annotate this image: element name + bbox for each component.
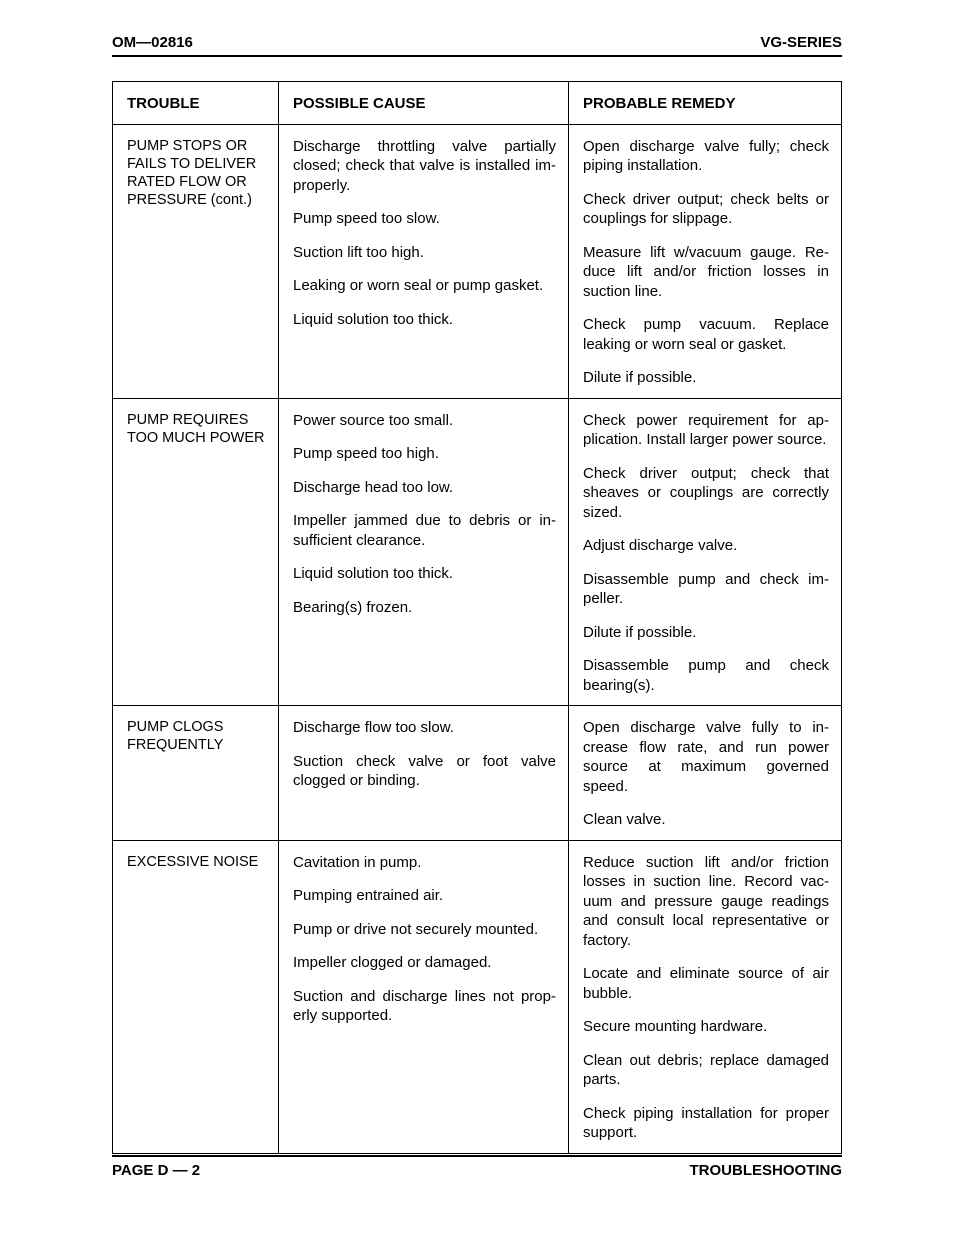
- trouble-cell: PUMP CLOGS FREQUENTLY: [113, 706, 279, 840]
- trouble-cell: PUMP STOPS OR FAILS TO DELIVER RATED FLO…: [113, 125, 279, 398]
- remedy-text: Secure mounting hardware.: [583, 1017, 829, 1037]
- remedy-text: Clean valve.: [583, 810, 829, 830]
- cause-text: Pumping entrained air.: [293, 886, 556, 906]
- remedy-text: Clean out debris; replace dam­aged parts…: [583, 1051, 829, 1090]
- cause-text: Liquid solution too thick.: [293, 310, 556, 330]
- cause-text: Pump speed too slow.: [293, 209, 556, 229]
- remedy-text: Check driver output; check belts or coup…: [583, 190, 829, 229]
- troubleshooting-table: TROUBLE POSSIBLE CAUSE PROBABLE REMEDY P…: [112, 81, 842, 1154]
- trouble-cell: EXCESSIVE NOISE: [113, 841, 279, 1153]
- remedy-text: Open discharge valve fully to in­crease …: [583, 718, 829, 796]
- cause-cell: Power source too small. Pump speed too hi…: [279, 399, 569, 706]
- cause-text: Liquid solution too thick.: [293, 564, 556, 584]
- remedy-cell: Open discharge valve fully to in­crease …: [569, 706, 841, 840]
- header-left: OM—02816: [112, 34, 193, 51]
- page-header: OM—02816 VG-SERIES: [112, 34, 842, 55]
- footer-right: TROUBLESHOOTING: [690, 1162, 843, 1179]
- remedy-text: Check power requirement for ap­plication…: [583, 411, 829, 450]
- remedy-text: Disassemble pump and check bearing(s).: [583, 656, 829, 695]
- table-section: PUMP CLOGS FREQUENTLYDischarge flow too …: [113, 706, 841, 841]
- cause-text: Impeller clogged or damaged.: [293, 953, 556, 973]
- remedy-text: Check pump vacuum. Replace leaking or wo…: [583, 315, 829, 354]
- page-footer: PAGE D — 2 TROUBLESHOOTING: [112, 1156, 842, 1179]
- remedy-text: Dilute if possible.: [583, 623, 829, 643]
- cause-cell: Discharge throttling valve partially clo…: [279, 125, 569, 398]
- table-section: PUMP STOPS OR FAILS TO DELIVER RATED FLO…: [113, 125, 841, 399]
- col-header-trouble: TROUBLE: [113, 82, 279, 125]
- table-section: EXCESSIVE NOISE Cavitation in pump. Pumpin…: [113, 841, 841, 1153]
- remedy-text: Reduce suction lift and/or friction loss…: [583, 853, 829, 951]
- remedy-text: Dilute if possible.: [583, 368, 829, 388]
- cause-text: Cavitation in pump.: [293, 853, 556, 873]
- page: OM—02816 VG-SERIES TROUBLE POSSIBLE CAUS…: [0, 0, 954, 1235]
- cause-text: Suction lift too high.: [293, 243, 556, 263]
- table-section: PUMP REQUIRES TOO MUCH POWERPower source…: [113, 399, 841, 707]
- cause-text: Power source too small.: [293, 411, 556, 431]
- remedy-text: Check driver output; check that sheaves …: [583, 464, 829, 523]
- cause-cell: Cavitation in pump. Pumping entrained air…: [279, 841, 569, 1153]
- cause-text: Discharge head too low.: [293, 478, 556, 498]
- cause-text: Leaking or worn seal or pump gasket.: [293, 276, 556, 296]
- col-header-cause: POSSIBLE CAUSE: [279, 82, 569, 125]
- cause-text: Bearing(s) frozen.: [293, 598, 556, 618]
- cause-text: Discharge throttling valve partially clo…: [293, 137, 556, 196]
- cause-text: Pump or drive not securely mounted.: [293, 920, 556, 940]
- cause-cell: Discharge flow too slow. Suction check va…: [279, 706, 569, 840]
- cause-text: Impeller jammed due to debris or in­suff…: [293, 511, 556, 550]
- remedy-text: Open discharge valve fully; check piping…: [583, 137, 829, 176]
- table-header-row: TROUBLE POSSIBLE CAUSE PROBABLE REMEDY: [113, 82, 841, 125]
- remedy-text: Locate and eliminate source of air bubbl…: [583, 964, 829, 1003]
- remedy-text: Measure lift w/vacuum gauge. Re­duce lif…: [583, 243, 829, 302]
- remedy-text: Disassemble pump and check im­peller.: [583, 570, 829, 609]
- header-rule: [112, 55, 842, 57]
- remedy-text: Adjust discharge valve.: [583, 536, 829, 556]
- remedy-text: Check piping installation for proper sup…: [583, 1104, 829, 1143]
- remedy-cell: Open discharge valve fully; check piping…: [569, 125, 841, 398]
- cause-text: Discharge flow too slow.: [293, 718, 556, 738]
- trouble-cell: PUMP REQUIRES TOO MUCH POWER: [113, 399, 279, 706]
- col-header-remedy: PROBABLE REMEDY: [569, 82, 841, 125]
- footer-left: PAGE D — 2: [112, 1162, 200, 1179]
- header-right: VG-SERIES: [760, 34, 842, 51]
- cause-text: Suction check valve or foot valve clogge…: [293, 752, 556, 791]
- remedy-cell: Reduce suction lift and/or friction loss…: [569, 841, 841, 1153]
- remedy-cell: Check power requirement for ap­plication…: [569, 399, 841, 706]
- cause-text: Pump speed too high.: [293, 444, 556, 464]
- cause-text: Suction and discharge lines not prop­erl…: [293, 987, 556, 1026]
